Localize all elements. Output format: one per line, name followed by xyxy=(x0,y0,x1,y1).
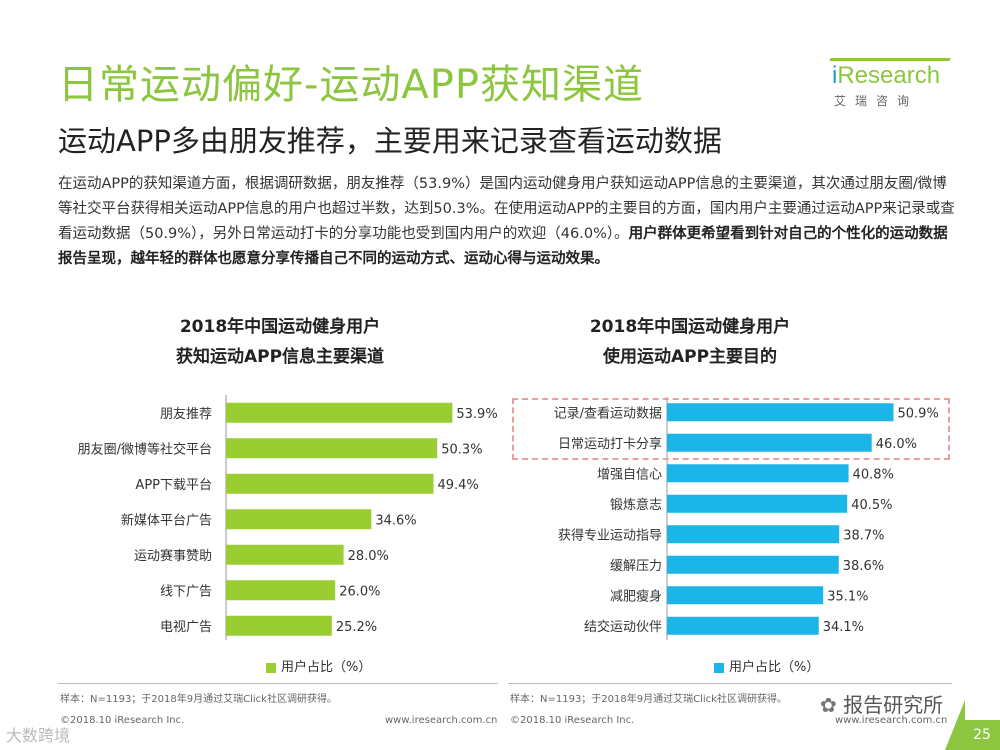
category-label: 增强自信心 xyxy=(597,467,662,482)
bar-4 xyxy=(226,509,372,530)
summary-paragraph: 在运动APP的获知渠道方面，根据调研数据，朋友推荐（53.9%）是国内运动健身用… xyxy=(58,172,960,272)
logo-wordmark: iResearch xyxy=(832,62,941,89)
category-label: 电视广告 xyxy=(160,620,212,635)
value-label: 53.9% xyxy=(456,407,497,422)
bar-8 xyxy=(667,616,819,635)
page-corner-decoration xyxy=(945,700,965,750)
category-label: APP下载平台 xyxy=(135,478,212,493)
value-label: 50.9% xyxy=(898,406,939,421)
category-label: 减肥瘦身 xyxy=(610,588,662,604)
bar-2 xyxy=(226,438,438,459)
value-label: 34.1% xyxy=(823,620,864,635)
footer-divider-left xyxy=(58,683,498,684)
bar-5 xyxy=(667,525,840,544)
value-label: 38.7% xyxy=(843,528,884,543)
category-label: 结交运动伙伴 xyxy=(584,619,662,635)
bar-3 xyxy=(226,473,434,494)
bar-6 xyxy=(226,580,336,601)
bar-2 xyxy=(667,433,872,452)
category-label: 缓解压力 xyxy=(610,559,662,574)
category-label: 朋友圈/微博等社交平台 xyxy=(78,441,212,457)
logo-accent-bar xyxy=(829,58,951,61)
left-sample-note: 样本：N=1193；于2018年9月通过艾瑞Click社区调研获得。 xyxy=(60,694,337,705)
right-sample-note: 样本：N=1193；于2018年9月通过艾瑞Click社区调研获得。 xyxy=(510,694,787,705)
category-label: 线下广告 xyxy=(160,584,212,599)
value-label: 28.0% xyxy=(348,549,389,564)
wechat-icon: ✿ xyxy=(820,693,837,717)
category-label: 新媒体平台广告 xyxy=(121,512,212,528)
value-label: 50.3% xyxy=(441,442,482,457)
bar-1 xyxy=(226,402,453,423)
right-legend: 用户占比（%） xyxy=(714,656,819,675)
category-label: 日常运动打卡分享 xyxy=(558,436,662,452)
value-label: 25.2% xyxy=(336,620,377,635)
summary-highlight: 用户群体更希望看到针对自己的个性化的运动数据报告呈现，越年轻的群体也愿意分享传播… xyxy=(58,226,948,267)
category-label: 获得专业运动指导 xyxy=(558,527,662,543)
channels-bar-chart: 朋友推荐 53.9% 朋友圈/微博等社交平台 50.3% APP下载平台 49.4% 新媒体… xyxy=(78,395,498,640)
legend-swatch xyxy=(714,662,724,673)
bar-4 xyxy=(667,494,848,513)
footer-divider-right xyxy=(508,683,952,684)
left-legend: 用户占比（%） xyxy=(266,656,371,675)
bar-7 xyxy=(667,586,824,605)
right-chart-title: 2018年中国运动健身用户 使用运动APP主要目的 xyxy=(589,317,791,367)
category-label: 朋友推荐 xyxy=(160,406,212,422)
page-title: 日常运动偏好-运动APP获知渠道 xyxy=(58,62,645,108)
value-label: 40.5% xyxy=(851,498,892,513)
value-label: 26.0% xyxy=(339,584,380,599)
summary-text: 在运动APP的获知渠道方面，根据调研数据，朋友推荐（53.9%）是国内运动健身用… xyxy=(58,176,955,242)
value-label: 34.6% xyxy=(375,513,416,528)
bar-7 xyxy=(226,615,332,636)
logo-chinese-name: 艾瑞咨询 xyxy=(834,94,919,108)
category-label: 记录/查看运动数据 xyxy=(554,405,662,421)
purposes-bar-chart: 记录/查看运动数据 50.9% 日常运动打卡分享 46.0% 增强自信心 40.8% 锻炼意… xyxy=(554,397,939,640)
iresearch-logo: iResearch 艾瑞咨询 xyxy=(826,58,956,118)
highlight-dashed-box xyxy=(512,398,950,460)
left-url: www.iresearch.com.cn xyxy=(385,715,498,726)
value-label: 49.4% xyxy=(437,478,478,493)
category-label: 锻炼意志 xyxy=(610,497,662,513)
value-label: 40.8% xyxy=(853,467,894,482)
wechat-watermark: ✿ 报告研究所 xyxy=(820,693,944,717)
left-chart-title: 2018年中国运动健身用户 获知运动APP信息主要渠道 xyxy=(175,317,385,367)
page-subtitle: 运动APP多由朋友推荐，主要用来记录查看运动数据 xyxy=(58,124,722,158)
value-label: 38.6% xyxy=(843,559,884,574)
bar-1 xyxy=(667,403,894,422)
right-copyright: ©2018.10 iResearch Inc. xyxy=(510,715,635,726)
value-label: 46.0% xyxy=(876,437,917,452)
left-copyright: ©2018.10 iResearch Inc. xyxy=(60,715,185,726)
bottom-left-watermark: 大数跨境 xyxy=(6,726,71,745)
legend-swatch xyxy=(266,662,276,673)
page-number: 25 xyxy=(964,720,1000,750)
category-label: 运动赛事赞助 xyxy=(134,548,212,564)
bar-6 xyxy=(667,555,839,574)
right-url: www.iresearch.com.cn xyxy=(835,715,948,726)
bar-3 xyxy=(667,464,849,483)
bar-5 xyxy=(226,544,344,565)
value-label: 35.1% xyxy=(827,589,868,604)
